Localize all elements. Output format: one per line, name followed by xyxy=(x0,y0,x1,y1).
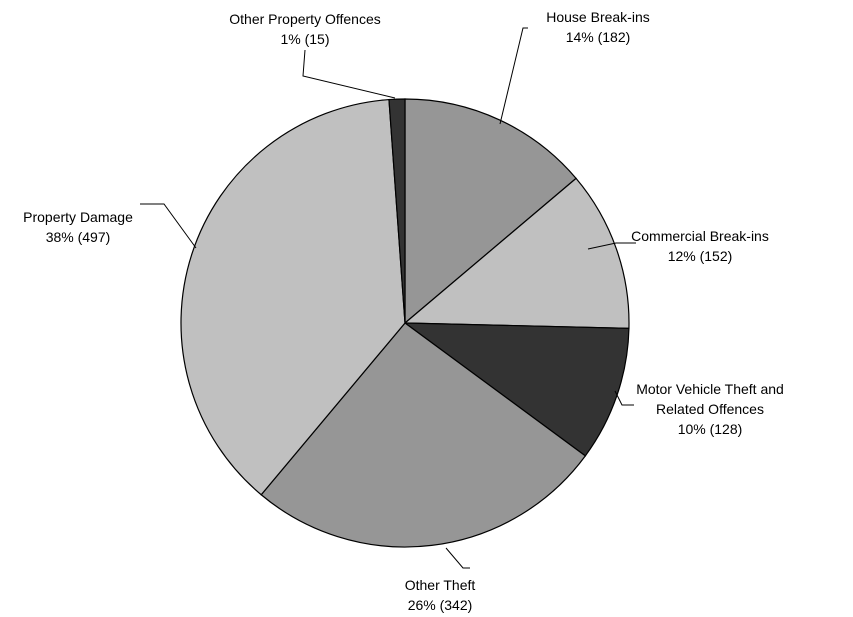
slice-name-label: Related Offences xyxy=(656,401,764,417)
leader-line-motor-vehicle-theft-and-related-offences xyxy=(614,390,634,406)
slice-label-house-break-ins: House Break-ins 14% (182) xyxy=(546,9,650,45)
pie-slices xyxy=(180,98,630,548)
slice-name-label: Property Damage xyxy=(23,209,133,225)
leader-line-house-break-ins xyxy=(499,27,528,125)
pie-slice-property-damage xyxy=(180,98,406,496)
slice-value-label: 14% (182) xyxy=(566,29,631,45)
slice-label-motor-vehicle-theft-and-related-offences: Motor Vehicle Theft and Related Offences 1… xyxy=(636,381,784,437)
slice-label-other-property-offences: Other Property Offences 1% (15) xyxy=(229,11,380,47)
slice-name-label: Other Theft xyxy=(405,577,476,593)
leader-line-commercial-break-ins xyxy=(587,242,636,250)
leader-lines xyxy=(140,27,636,569)
leader-line-other-theft xyxy=(445,547,470,569)
slice-value-label: 26% (342) xyxy=(408,597,473,613)
leader-line-other-property-offences xyxy=(302,49,396,99)
slice-name-label: Other Property Offences xyxy=(229,11,380,27)
slice-value-label: 12% (152) xyxy=(668,248,733,264)
slice-labels: House Break-ins 14% (182) Commercial Break… xyxy=(23,9,784,613)
slice-label-other-theft: Other Theft 26% (342) xyxy=(405,577,476,613)
pie-slice-other-property-offences xyxy=(388,98,406,324)
leader-line-property-damage xyxy=(140,203,197,249)
pie-slice-other-theft xyxy=(260,322,587,548)
slice-value-label: 38% (497) xyxy=(46,229,111,245)
pie-slice-commercial-break-ins xyxy=(403,177,630,329)
slice-name-label: House Break-ins xyxy=(546,9,650,25)
slice-label-property-damage: Property Damage 38% (497) xyxy=(23,209,133,245)
slice-value-label: 1% (15) xyxy=(280,31,329,47)
pie-slice-house-break-ins xyxy=(404,98,577,325)
slice-label-commercial-break-ins: Commercial Break-ins 12% (152) xyxy=(631,228,769,264)
slice-value-label: 10% (128) xyxy=(678,421,743,437)
slice-name-label: Motor Vehicle Theft and xyxy=(636,381,784,397)
slice-name-label: Commercial Break-ins xyxy=(631,228,769,244)
